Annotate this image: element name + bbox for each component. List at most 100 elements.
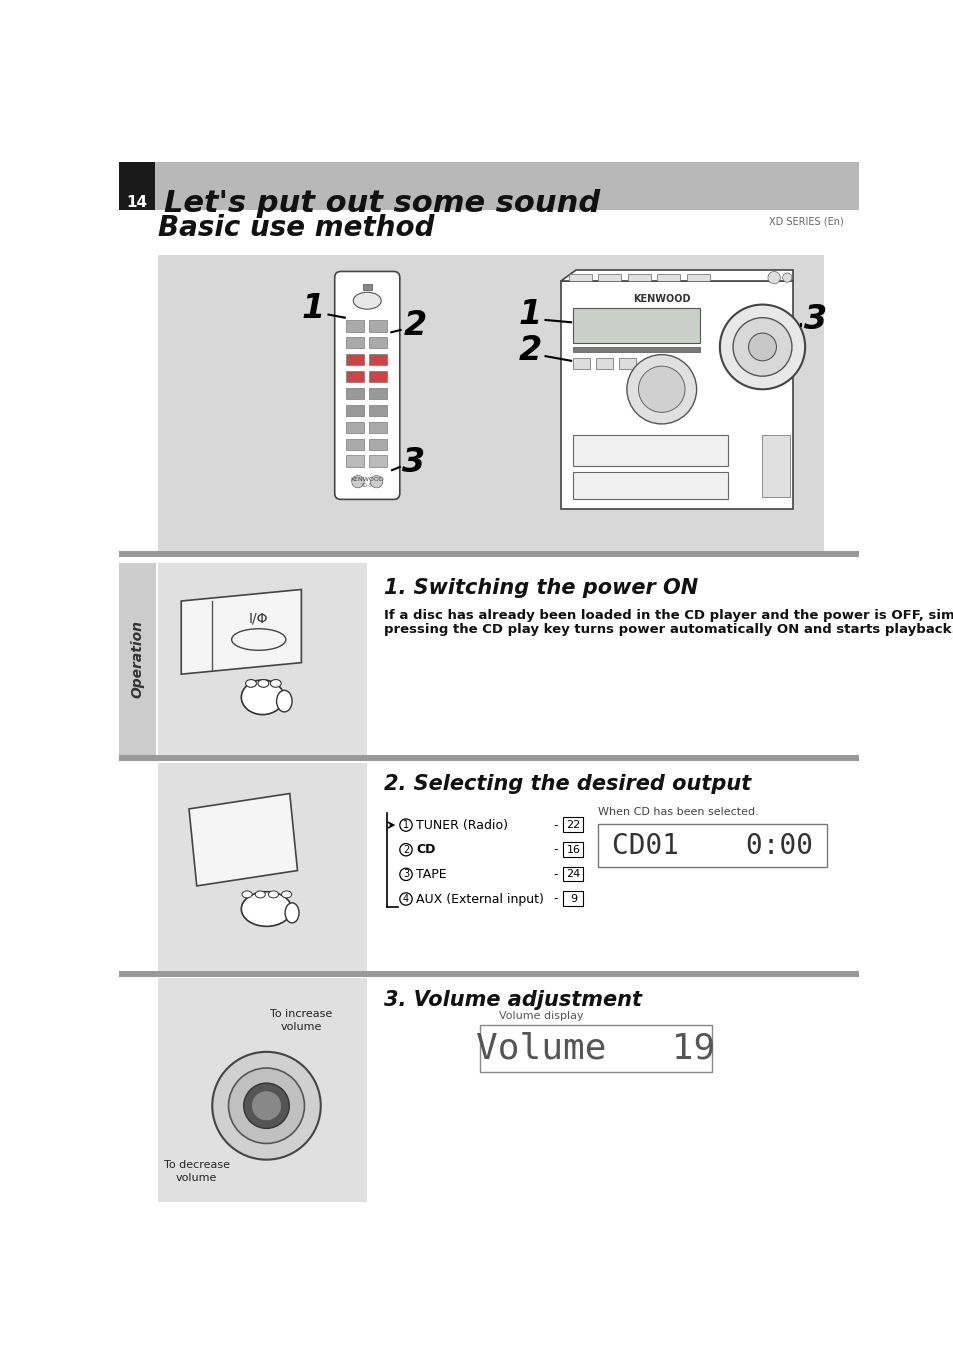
Text: TUNER (Radio): TUNER (Radio): [416, 819, 508, 832]
Text: 3: 3: [402, 446, 425, 478]
Ellipse shape: [281, 890, 292, 898]
Bar: [369, 439, 387, 450]
Bar: [572, 471, 727, 499]
Bar: [369, 354, 387, 365]
Bar: [345, 439, 364, 450]
Bar: [657, 274, 679, 281]
Bar: [119, 162, 154, 209]
Text: -: -: [553, 893, 558, 905]
Bar: [345, 336, 364, 349]
Ellipse shape: [270, 680, 281, 688]
Text: CD01    0:00: CD01 0:00: [612, 832, 813, 859]
Text: 1: 1: [517, 299, 541, 331]
Ellipse shape: [285, 902, 298, 923]
Text: TAPE: TAPE: [416, 867, 446, 881]
Text: -: -: [553, 867, 558, 881]
Ellipse shape: [241, 892, 292, 927]
Bar: [369, 370, 387, 382]
Text: Volume display: Volume display: [498, 1011, 583, 1020]
Ellipse shape: [255, 890, 265, 898]
Bar: [572, 347, 700, 351]
Bar: [598, 824, 826, 867]
Text: 4: 4: [402, 894, 409, 904]
Circle shape: [732, 317, 791, 376]
Circle shape: [767, 272, 780, 284]
Bar: [158, 254, 823, 551]
Text: When CD has been selected.: When CD has been selected.: [598, 808, 759, 817]
FancyBboxPatch shape: [335, 272, 399, 500]
Bar: [119, 970, 858, 977]
Text: 3: 3: [402, 870, 409, 880]
Text: 16: 16: [566, 844, 579, 855]
Bar: [158, 763, 367, 970]
Text: 1: 1: [402, 820, 409, 830]
Text: I/Φ: I/Φ: [249, 612, 268, 626]
Text: 3: 3: [802, 304, 826, 336]
Bar: [562, 817, 583, 832]
Text: 22: 22: [566, 820, 580, 830]
Bar: [369, 455, 387, 467]
Bar: [686, 274, 709, 281]
Bar: [572, 308, 700, 343]
Bar: [369, 405, 387, 416]
Ellipse shape: [268, 890, 278, 898]
Circle shape: [352, 476, 364, 488]
Bar: [119, 551, 858, 557]
Ellipse shape: [241, 680, 284, 715]
Bar: [596, 358, 612, 369]
Circle shape: [720, 304, 804, 389]
Text: KENWOOD: KENWOOD: [350, 477, 384, 482]
Text: KENWOOD: KENWOOD: [633, 295, 690, 304]
Text: 1. Switching the power ON: 1. Switching the power ON: [384, 578, 698, 598]
Text: 24: 24: [566, 870, 580, 880]
Bar: [345, 388, 364, 400]
Circle shape: [370, 476, 382, 488]
Circle shape: [212, 1052, 320, 1159]
Text: Volume   19: Volume 19: [476, 1031, 715, 1066]
Polygon shape: [181, 589, 301, 674]
Bar: [345, 370, 364, 382]
Bar: [572, 358, 589, 369]
Bar: [369, 320, 387, 331]
Bar: [562, 867, 583, 881]
Bar: [369, 422, 387, 434]
Circle shape: [781, 273, 791, 282]
Bar: [158, 562, 367, 755]
Text: 2: 2: [403, 309, 427, 342]
Text: -: -: [553, 819, 558, 832]
Text: 2: 2: [402, 844, 409, 855]
Bar: [568, 274, 592, 281]
Bar: [345, 422, 364, 434]
Text: Let's put out some sound: Let's put out some sound: [164, 189, 599, 219]
Text: pressing the CD play key turns power automatically ON and starts playback.: pressing the CD play key turns power aut…: [384, 623, 953, 635]
Text: 3. Volume adjustment: 3. Volume adjustment: [384, 990, 641, 1009]
Text: Operation: Operation: [131, 620, 145, 697]
Text: XD SERIES (En): XD SERIES (En): [768, 216, 843, 226]
Text: 2: 2: [517, 334, 541, 367]
Circle shape: [626, 354, 696, 424]
Bar: [369, 388, 387, 400]
Bar: [345, 320, 364, 331]
Bar: [598, 274, 620, 281]
Ellipse shape: [242, 890, 252, 898]
Ellipse shape: [276, 690, 292, 712]
Text: Basic use method: Basic use method: [158, 213, 434, 242]
Bar: [562, 892, 583, 907]
Bar: [572, 435, 727, 466]
Bar: [479, 1024, 711, 1073]
Circle shape: [243, 1084, 289, 1128]
Bar: [369, 336, 387, 349]
Text: 14: 14: [127, 195, 148, 209]
Bar: [345, 354, 364, 365]
Polygon shape: [560, 270, 793, 281]
Text: XD-5: XD-5: [361, 484, 373, 488]
Bar: [345, 455, 364, 467]
Bar: [119, 755, 858, 761]
Circle shape: [748, 334, 776, 361]
Polygon shape: [189, 793, 297, 886]
Bar: [761, 435, 789, 497]
Circle shape: [251, 1090, 281, 1121]
Text: 9: 9: [569, 894, 577, 904]
Bar: [562, 842, 583, 857]
Ellipse shape: [257, 680, 269, 688]
